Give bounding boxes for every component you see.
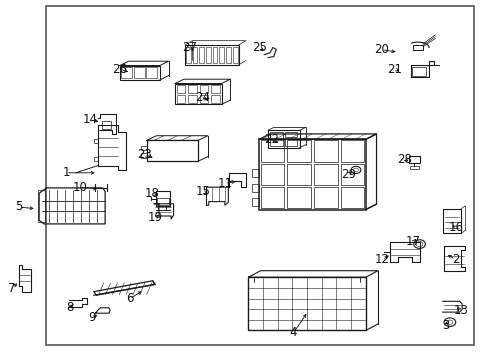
Bar [409,166,418,169]
Text: 5: 5 [15,201,22,213]
Bar [313,164,337,185]
Text: 18: 18 [145,187,160,200]
Bar [412,45,422,50]
Bar [155,191,170,206]
Bar [199,85,208,93]
Bar [313,187,337,208]
Bar [141,153,146,158]
Bar [340,187,364,208]
Bar [120,66,160,80]
Text: 4: 4 [289,327,297,339]
Bar [176,85,185,93]
Bar [260,164,284,185]
Text: 12: 12 [374,253,389,266]
Text: 23: 23 [137,148,151,161]
Bar [184,45,238,65]
Text: 2: 2 [451,253,459,266]
Text: 13: 13 [452,304,467,317]
Text: 14: 14 [83,113,98,126]
Text: 8: 8 [65,301,73,314]
Bar [146,67,157,78]
Bar [192,47,197,63]
Bar [185,47,190,63]
Bar [199,95,208,103]
Bar [121,67,132,78]
Bar [251,169,259,177]
Bar [38,190,45,222]
Bar [287,164,310,185]
Bar [188,95,196,103]
Bar [313,140,337,162]
Text: 26: 26 [112,63,127,76]
Bar [94,139,98,143]
Bar [205,47,210,63]
Bar [232,47,237,63]
Bar [46,6,473,345]
Bar [287,140,310,162]
Bar [287,187,310,208]
Text: 15: 15 [195,185,210,198]
Bar [251,198,259,206]
Bar [340,164,364,185]
Text: 28: 28 [397,153,411,166]
Bar [442,209,460,233]
Bar [411,67,426,76]
Text: 9: 9 [88,311,96,324]
Bar [102,121,110,129]
Bar [211,95,220,103]
Bar [225,47,230,63]
Bar [176,95,185,103]
Bar [260,187,284,208]
Text: 11: 11 [217,177,232,190]
Text: 20: 20 [373,43,388,56]
Text: 29: 29 [340,168,355,181]
Bar [199,47,203,63]
Text: 19: 19 [148,211,163,224]
Bar [340,140,364,162]
Text: 17: 17 [405,235,420,248]
Bar [260,140,284,162]
Bar [251,184,259,192]
Text: 10: 10 [72,181,87,194]
Text: 3: 3 [441,319,449,332]
Bar [212,47,217,63]
Bar [285,139,297,146]
Bar [219,47,224,63]
Text: 22: 22 [264,133,278,146]
Text: 21: 21 [387,63,402,76]
Bar [133,67,144,78]
Bar [146,140,198,161]
Text: 1: 1 [62,166,70,179]
Text: 27: 27 [182,41,197,54]
Text: 25: 25 [251,41,266,54]
Text: 6: 6 [125,292,133,305]
Bar [94,157,98,161]
Bar [157,198,168,205]
Bar [175,84,221,104]
Text: 7: 7 [8,282,16,294]
Bar [211,85,220,93]
Bar [248,277,365,330]
Bar [259,139,365,210]
Text: 16: 16 [447,221,462,234]
Bar [188,85,196,93]
Bar [285,132,297,137]
Bar [267,130,299,148]
Bar [270,132,282,146]
Bar [141,146,146,150]
Text: 24: 24 [195,91,210,104]
Bar [408,156,419,163]
